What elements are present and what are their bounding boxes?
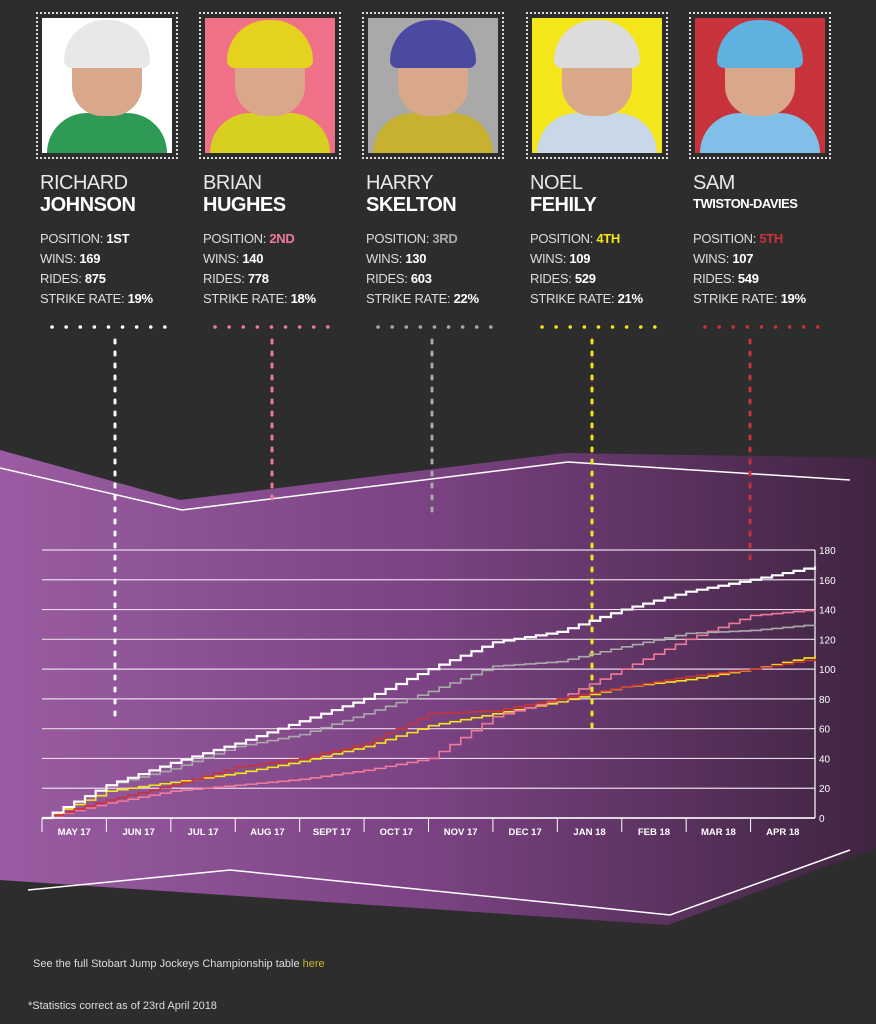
stat-position: POSITION: 4TH: [530, 231, 621, 246]
jockey-photo: [199, 12, 341, 159]
y-tick-label: 180: [819, 546, 836, 557]
first-name: SAM: [693, 172, 735, 194]
helmet: [554, 20, 640, 68]
x-tick-label: OCT 17: [380, 827, 413, 838]
stat-sr: STRIKE RATE: 18%: [203, 291, 316, 306]
x-tick-label: JAN 18: [573, 827, 605, 838]
x-tick-label: DEC 17: [508, 827, 541, 838]
helmet: [390, 20, 476, 68]
series-line-noel-fehily: [42, 655, 816, 819]
band-line: [0, 461, 851, 511]
jockey-photo: [362, 12, 504, 159]
silks: [47, 113, 167, 153]
x-tick-label: SEPT 17: [313, 827, 351, 838]
helmet: [717, 20, 803, 68]
stat-position: POSITION: 2ND: [203, 231, 295, 246]
stat-sr: STRIKE RATE: 19%: [40, 291, 153, 306]
first-name: NOEL: [530, 172, 583, 194]
stat-sr: STRIKE RATE: 22%: [366, 291, 479, 306]
series-line-richard-johnson: [42, 566, 817, 820]
y-tick-label: 80: [819, 695, 831, 706]
x-tick-label: JUN 17: [123, 827, 155, 838]
last-name: FEHILY: [530, 194, 597, 216]
stat-position: POSITION: 3RD: [366, 231, 458, 246]
x-tick-label: MAR 18: [701, 827, 736, 838]
last-name: HUGHES: [203, 194, 286, 216]
first-name: HARRY: [366, 172, 434, 194]
stats-note: *Statistics correct as of 23rd April 201…: [28, 1000, 217, 1012]
series-line-brian-hughes: [42, 609, 816, 819]
jockey-photo: [689, 12, 831, 159]
stat-position: POSITION: 5TH: [693, 231, 784, 246]
x-tick-label: JUL 17: [188, 827, 219, 838]
stat-sr: STRIKE RATE: 19%: [693, 291, 806, 306]
band-line: [27, 849, 851, 916]
first-name: RICHARD: [40, 172, 128, 194]
y-tick-label: 100: [819, 665, 836, 676]
stat-wins: WINS: 140: [203, 251, 264, 266]
stat-rides: RIDES: 529: [530, 271, 596, 286]
x-tick-label: MAY 17: [58, 827, 91, 838]
stat-wins: WINS: 130: [366, 251, 427, 266]
y-tick-label: 0: [819, 814, 825, 825]
stat-rides: RIDES: 549: [693, 271, 759, 286]
y-tick-label: 60: [819, 725, 831, 736]
stat-rides: RIDES: 603: [366, 271, 432, 286]
jockey-photo: [36, 12, 178, 159]
last-name: SKELTON: [366, 194, 457, 216]
last-name: JOHNSON: [40, 194, 136, 216]
stat-rides: RIDES: 875: [40, 271, 106, 286]
x-tick-label: NOV 17: [444, 827, 478, 838]
helmet: [227, 20, 313, 68]
y-tick-label: 120: [819, 635, 836, 646]
first-name: BRIAN: [203, 172, 262, 194]
y-tick-label: 160: [819, 576, 836, 587]
silks: [210, 113, 330, 153]
purple-band: [0, 450, 876, 925]
x-tick-label: AUG 17: [250, 827, 284, 838]
stat-wins: WINS: 109: [530, 251, 591, 266]
silks: [537, 113, 657, 153]
stat-wins: WINS: 169: [40, 251, 101, 266]
y-tick-label: 20: [819, 784, 831, 795]
y-tick-label: 140: [819, 606, 836, 617]
stat-sr: STRIKE RATE: 21%: [530, 291, 643, 306]
stat-position: POSITION: 1ST: [40, 231, 130, 246]
silks: [373, 113, 493, 153]
here-link[interactable]: here: [302, 958, 325, 970]
series-line-harry-skelton: [42, 624, 816, 819]
silks: [700, 113, 820, 153]
x-tick-label: FEB 18: [638, 827, 670, 838]
helmet: [64, 20, 150, 68]
stat-rides: RIDES: 778: [203, 271, 269, 286]
y-tick-label: 40: [819, 754, 831, 765]
last-name: TWISTON-DAVIES: [693, 196, 798, 211]
series-line-sam-twiston-davies: [42, 658, 816, 819]
jockey-photo: [526, 12, 668, 159]
table-note: See the full Stobart Jump Jockeys Champi…: [33, 958, 325, 970]
stat-wins: WINS: 107: [693, 251, 754, 266]
x-tick-label: APR 18: [766, 827, 799, 838]
